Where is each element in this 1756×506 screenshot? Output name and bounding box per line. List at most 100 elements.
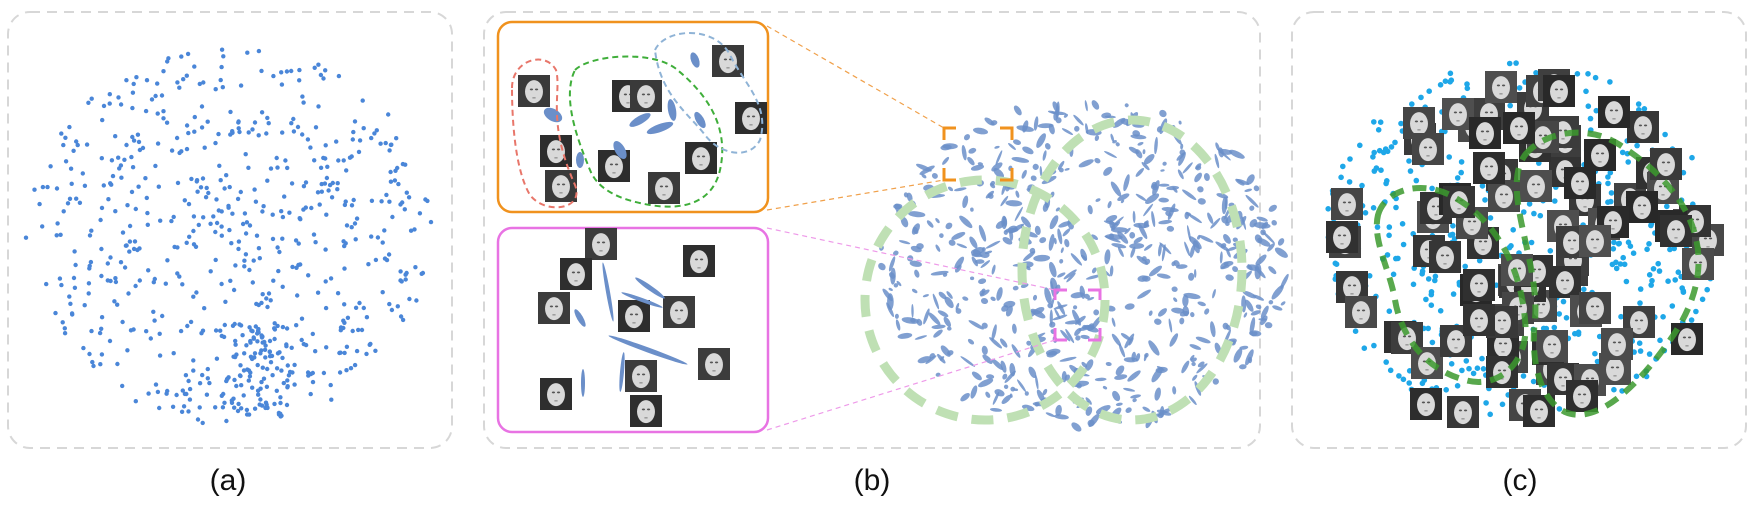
scatter-ellipse [1135, 149, 1143, 159]
scatter-ellipse [878, 262, 886, 271]
scatter-point [151, 309, 156, 314]
face-thumbnail-icon [1543, 75, 1575, 107]
scatter-ellipse [1160, 169, 1165, 172]
scatter-point [284, 69, 290, 74]
scatter-ellipse [1101, 112, 1112, 119]
scatter-point [1664, 203, 1670, 210]
scatter-point [62, 326, 67, 331]
scatter-point [1426, 88, 1432, 94]
scatter-point [68, 301, 73, 306]
scatter-point [295, 293, 300, 298]
scatter-point [261, 204, 266, 209]
scatter-point [175, 180, 181, 186]
scatter-ellipse [1005, 305, 1013, 317]
scatter-point [1370, 154, 1376, 160]
scatter-ellipse [987, 193, 994, 199]
scatter-point [283, 158, 288, 163]
scatter-point [1458, 169, 1464, 176]
scatter-point [152, 318, 157, 323]
scatter-ellipse [1198, 234, 1214, 243]
scatter-point [1476, 257, 1483, 264]
scatter-ellipse [1241, 215, 1247, 230]
scatter-ellipse [1131, 351, 1136, 362]
scatter-point [230, 130, 235, 135]
scatter-point [1437, 308, 1444, 314]
scatter-point [63, 135, 68, 140]
scatter-ellipse [1002, 216, 1008, 227]
scatter-point [287, 210, 292, 215]
scatter-point [80, 171, 86, 176]
scatter-point [372, 131, 377, 136]
scatter-point [65, 201, 71, 206]
scatter-point [205, 376, 210, 381]
scatter-ellipse [1130, 134, 1147, 140]
scatter-ellipse [1048, 234, 1055, 251]
scatter-point [328, 276, 334, 281]
scatter-point [72, 285, 78, 290]
scatter-point [1380, 149, 1387, 156]
scatter-ellipse [938, 291, 947, 300]
scatter-point [351, 129, 356, 135]
panel-b-ellipse-cloud [878, 100, 1289, 432]
scatter-point [279, 82, 285, 87]
scatter-ellipse [896, 280, 902, 287]
scatter-ellipse [948, 239, 956, 246]
scatter-point [324, 175, 330, 181]
scatter-point [82, 183, 88, 188]
scatter-ellipse [967, 338, 975, 345]
scatter-point [155, 141, 161, 146]
scatter-point [187, 386, 193, 392]
scatter-ellipse [1036, 133, 1046, 148]
scatter-ellipse [1142, 275, 1151, 282]
scatter-point [318, 72, 324, 78]
scatter-point [353, 237, 358, 242]
scatter-point [1400, 241, 1407, 248]
scatter-point [352, 221, 358, 226]
scatter-point [1605, 199, 1611, 205]
scatter-ellipse [1008, 142, 1016, 151]
scatter-point [192, 64, 197, 69]
scatter-point [1633, 373, 1640, 380]
scatter-point [1450, 223, 1456, 229]
scatter-point [242, 258, 247, 263]
scatter-point [306, 273, 311, 278]
scatter-point [258, 397, 263, 402]
scatter-ellipse [1032, 307, 1045, 315]
face-thumbnail-icon [545, 170, 577, 202]
scatter-ellipse [1104, 235, 1121, 243]
scatter-point [238, 363, 243, 368]
scatter-ellipse [1084, 100, 1088, 112]
scatter-ellipse [982, 354, 993, 364]
scatter-point [75, 142, 80, 148]
scatter-ellipse [972, 127, 989, 135]
caption-b: (b) [854, 464, 891, 497]
scatter-point [253, 199, 259, 204]
scatter-point [1617, 261, 1624, 267]
face-thumbnail-icon [1579, 225, 1611, 257]
scatter-point [161, 109, 166, 114]
scatter-point [194, 179, 199, 184]
scatter-ellipse [1124, 303, 1135, 310]
scatter-point [386, 252, 392, 257]
scatter-ellipse [1003, 230, 1008, 235]
scatter-point [291, 129, 297, 134]
scatter-ellipse [931, 172, 938, 179]
scatter-point [315, 190, 321, 195]
scatter-point [1672, 277, 1678, 283]
scatter-point [337, 350, 342, 356]
scatter-ellipse [1280, 301, 1286, 306]
scatter-point [299, 316, 305, 321]
scatter-point [133, 206, 138, 212]
scatter-ellipse [1249, 317, 1256, 335]
scatter-ellipse [1063, 113, 1068, 118]
scatter-ellipse [1070, 253, 1083, 266]
scatter-point [219, 64, 224, 70]
scatter-ellipse [1189, 244, 1195, 258]
scatter-ellipse [935, 217, 940, 224]
scatter-ellipse [1173, 297, 1178, 303]
scatter-ellipse [1255, 304, 1262, 310]
scatter-point [127, 249, 132, 254]
scatter-point [266, 121, 271, 126]
scatter-ellipse [1005, 227, 1019, 233]
scatter-point [1458, 159, 1465, 165]
